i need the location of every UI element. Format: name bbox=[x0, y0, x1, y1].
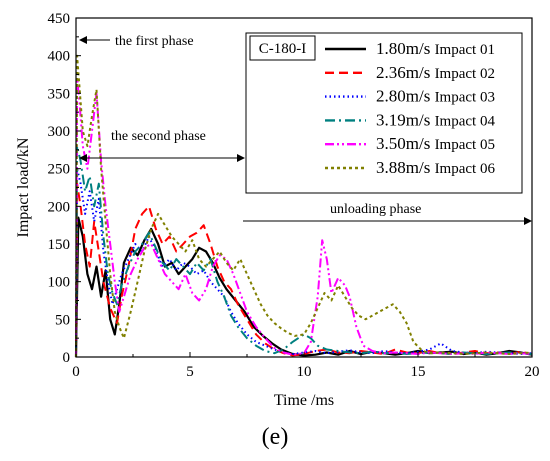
annotation-label: the second phase bbox=[111, 129, 206, 144]
panel-label: (e) bbox=[261, 424, 289, 450]
y-tick-label: 400 bbox=[48, 49, 71, 65]
legend: C-180-I 1.80m/s Impact 01 2.36m/s Impact 0… bbox=[245, 32, 523, 194]
specimen-label: C-180-I bbox=[259, 41, 307, 57]
series-line-6 bbox=[75, 54, 533, 358]
y-tick-label: 250 bbox=[48, 162, 71, 178]
y-tick-label: 200 bbox=[48, 199, 71, 215]
series-line-5 bbox=[75, 77, 533, 358]
series-line-3 bbox=[75, 167, 533, 358]
axis-layer: 0 5 10 15 20050100150200250300350400450Time … bbox=[15, 11, 540, 409]
legend-label: 2.80m/s Impact 03 bbox=[376, 87, 495, 106]
legend-label: 1.80m/s Impact 01 bbox=[376, 39, 495, 58]
annotation-label: unloading phase bbox=[330, 202, 421, 217]
legend-label: 3.50m/s Impact 05 bbox=[376, 134, 495, 153]
annotation-layer: the first phase the second phase unloading… bbox=[79, 34, 532, 225]
x-tick-label: 20 bbox=[525, 364, 540, 380]
series-layer bbox=[74, 54, 533, 358]
y-tick-label: 50 bbox=[55, 312, 70, 328]
legend-label: 3.88m/s Impact 06 bbox=[376, 158, 495, 177]
x-tick-label: 15 bbox=[411, 364, 426, 380]
x-tick-label: 0 bbox=[72, 364, 80, 380]
legend-label: 3.19m/s Impact 04 bbox=[376, 110, 495, 129]
y-axis-label: Impact load/kN bbox=[15, 137, 32, 237]
x-tick-label: 10 bbox=[297, 364, 312, 380]
y-tick-label: 300 bbox=[48, 124, 71, 140]
y-tick-label: 350 bbox=[48, 86, 71, 102]
legend-label: 2.36m/s Impact 02 bbox=[376, 63, 495, 82]
impact-load-chart: 0 5 10 15 20050100150200250300350400450Time … bbox=[15, 11, 540, 409]
x-axis-label: Time /ms bbox=[274, 392, 334, 409]
series-line-2 bbox=[75, 182, 533, 358]
y-tick-label: 450 bbox=[48, 11, 71, 27]
x-tick-label: 5 bbox=[186, 364, 194, 380]
y-tick-label: 150 bbox=[48, 237, 71, 253]
specimen-label-box bbox=[249, 35, 316, 61]
y-tick-label: 0 bbox=[63, 350, 71, 366]
annotation-label: the first phase bbox=[115, 34, 194, 49]
y-tick-label: 100 bbox=[48, 275, 71, 291]
